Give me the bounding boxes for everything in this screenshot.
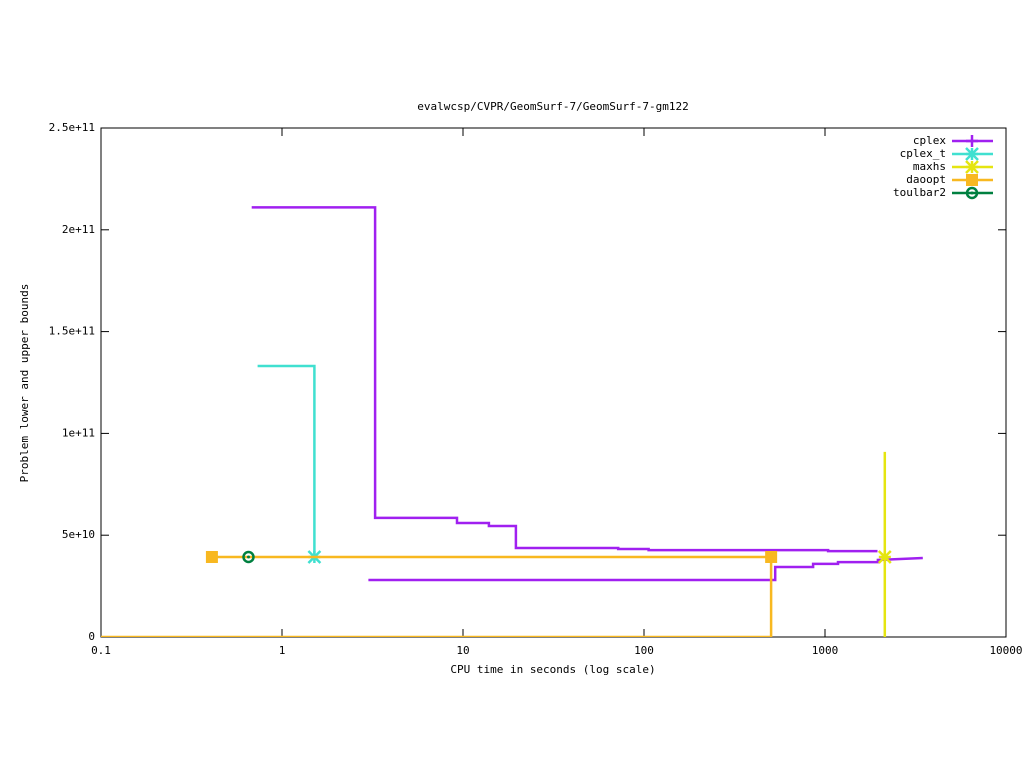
marker [205, 550, 218, 563]
marker-circle [965, 186, 979, 200]
chart-title: evalwcsp/CVPR/GeomSurf-7/GeomSurf-7-gm12… [417, 100, 689, 113]
series-line [101, 555, 773, 637]
x-tick-label: 0.1 [91, 644, 111, 657]
marker [965, 147, 979, 161]
legend-label: daoopt [906, 173, 946, 186]
y-axis-label: Problem lower and upper bounds [18, 284, 31, 483]
legend-label: toulbar2 [893, 186, 946, 199]
marker [765, 550, 778, 563]
marker-square [966, 174, 978, 186]
x-tick-label: 1000 [812, 644, 839, 657]
marker [965, 186, 979, 200]
marker-stroke [965, 160, 979, 174]
series-line [368, 556, 923, 582]
marker [242, 550, 255, 564]
marker-stroke [877, 550, 892, 564]
marker-square [765, 550, 778, 563]
marker-stroke [965, 147, 979, 161]
legend-label: cplex_t [900, 147, 946, 160]
legend-label: cplex [913, 134, 946, 147]
marker-dot [970, 191, 974, 195]
series-line [251, 206, 878, 553]
y-tick-label: 2.5e+11 [49, 121, 95, 134]
y-tick-label: 2e+11 [62, 223, 95, 236]
y-tick-label: 1.5e+11 [49, 325, 95, 338]
marker-square [205, 550, 218, 563]
x-axis-label: CPU time in seconds (log scale) [450, 663, 655, 676]
marker-dot [246, 555, 250, 559]
y-tick-label: 0 [88, 630, 95, 643]
series-line [257, 364, 316, 557]
marker [965, 160, 979, 174]
marker [966, 135, 978, 147]
x-tick-label: 100 [634, 644, 654, 657]
y-tick-label: 1e+11 [62, 426, 95, 439]
marker-circle [242, 550, 255, 564]
marker [877, 550, 892, 564]
legend-label: maxhs [913, 160, 946, 173]
y-tick-label: 5e+10 [62, 528, 95, 541]
x-tick-label: 1 [279, 644, 286, 657]
plot-frame [100, 127, 1007, 638]
x-tick-label: 10 [456, 644, 469, 657]
marker [966, 174, 978, 186]
x-tick-label: 10000 [989, 644, 1022, 657]
